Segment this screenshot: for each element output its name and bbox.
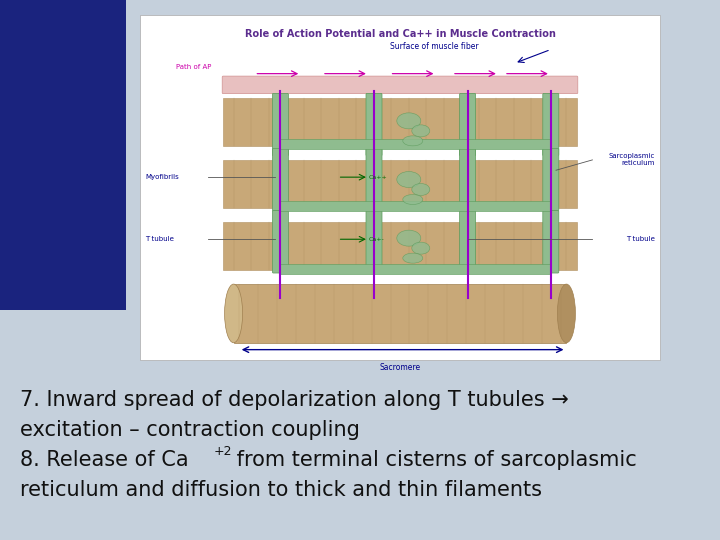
FancyBboxPatch shape xyxy=(366,148,382,211)
Bar xyxy=(223,222,577,271)
Bar xyxy=(140,15,660,360)
Text: +2: +2 xyxy=(214,445,233,458)
Text: T tubule: T tubule xyxy=(626,237,654,242)
FancyBboxPatch shape xyxy=(459,148,476,211)
FancyBboxPatch shape xyxy=(272,93,289,156)
Ellipse shape xyxy=(412,184,430,195)
Text: T tubule: T tubule xyxy=(145,237,174,242)
Bar xyxy=(223,98,577,146)
Text: excitation – contraction coupling: excitation – contraction coupling xyxy=(20,420,360,440)
Bar xyxy=(280,139,374,150)
Text: reticulum and diffusion to thick and thin filaments: reticulum and diffusion to thick and thi… xyxy=(20,480,542,500)
Ellipse shape xyxy=(397,230,420,246)
Bar xyxy=(374,201,467,212)
Text: 7. Inward spread of depolarization along T tubules →: 7. Inward spread of depolarization along… xyxy=(20,390,569,410)
Text: Ca++: Ca++ xyxy=(369,174,387,180)
Text: Sacromere: Sacromere xyxy=(379,363,420,373)
Ellipse shape xyxy=(402,194,423,205)
Bar xyxy=(467,139,551,150)
Ellipse shape xyxy=(397,172,420,187)
Bar xyxy=(0,0,126,310)
Text: Path of AP: Path of AP xyxy=(176,64,212,70)
FancyBboxPatch shape xyxy=(272,211,289,273)
Ellipse shape xyxy=(412,125,430,137)
Text: from terminal cisterns of sarcoplasmic: from terminal cisterns of sarcoplasmic xyxy=(230,450,636,470)
FancyBboxPatch shape xyxy=(366,93,382,156)
Bar xyxy=(467,201,551,212)
FancyBboxPatch shape xyxy=(543,211,559,273)
Text: Sarcoplasmic
reticulum: Sarcoplasmic reticulum xyxy=(608,153,654,166)
FancyBboxPatch shape xyxy=(222,76,577,93)
Bar xyxy=(223,160,577,208)
FancyBboxPatch shape xyxy=(366,211,382,273)
Bar xyxy=(374,264,467,274)
FancyBboxPatch shape xyxy=(459,93,476,156)
Ellipse shape xyxy=(225,284,243,343)
Text: 8. Release of Ca: 8. Release of Ca xyxy=(20,450,189,470)
FancyBboxPatch shape xyxy=(459,211,476,273)
FancyBboxPatch shape xyxy=(272,148,289,211)
Ellipse shape xyxy=(402,136,423,146)
Text: Role of Action Potential and Ca++ in Muscle Contraction: Role of Action Potential and Ca++ in Mus… xyxy=(245,29,555,39)
Ellipse shape xyxy=(412,242,430,254)
Text: Myofibrils: Myofibrils xyxy=(145,174,179,180)
FancyBboxPatch shape xyxy=(543,148,559,211)
FancyBboxPatch shape xyxy=(543,93,559,156)
Bar xyxy=(280,201,374,212)
Bar xyxy=(374,139,467,150)
Text: Ca+-: Ca+- xyxy=(369,237,384,242)
Ellipse shape xyxy=(397,113,420,129)
Text: Surface of muscle fiber: Surface of muscle fiber xyxy=(390,42,478,51)
Bar xyxy=(467,264,551,274)
Ellipse shape xyxy=(402,253,423,263)
Bar xyxy=(233,284,567,343)
Ellipse shape xyxy=(557,284,575,343)
Bar xyxy=(280,264,374,274)
